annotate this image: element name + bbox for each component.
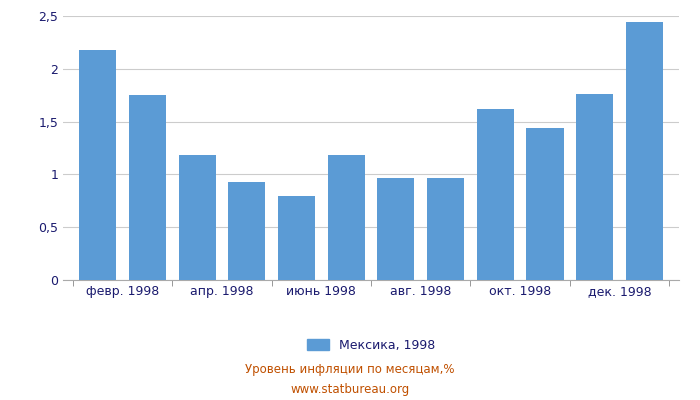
- Bar: [526, 128, 564, 280]
- Bar: [626, 22, 663, 280]
- Bar: [477, 109, 514, 280]
- Text: Уровень инфляции по месяцам,%: Уровень инфляции по месяцам,%: [245, 364, 455, 376]
- Bar: [427, 178, 464, 280]
- Bar: [377, 178, 414, 280]
- Bar: [129, 95, 166, 280]
- Bar: [79, 50, 116, 280]
- Bar: [178, 155, 216, 280]
- Bar: [328, 155, 365, 280]
- Bar: [576, 94, 613, 280]
- Bar: [228, 182, 265, 280]
- Bar: [278, 196, 315, 280]
- Legend: Мексика, 1998: Мексика, 1998: [302, 334, 440, 357]
- Text: www.statbureau.org: www.statbureau.org: [290, 384, 410, 396]
